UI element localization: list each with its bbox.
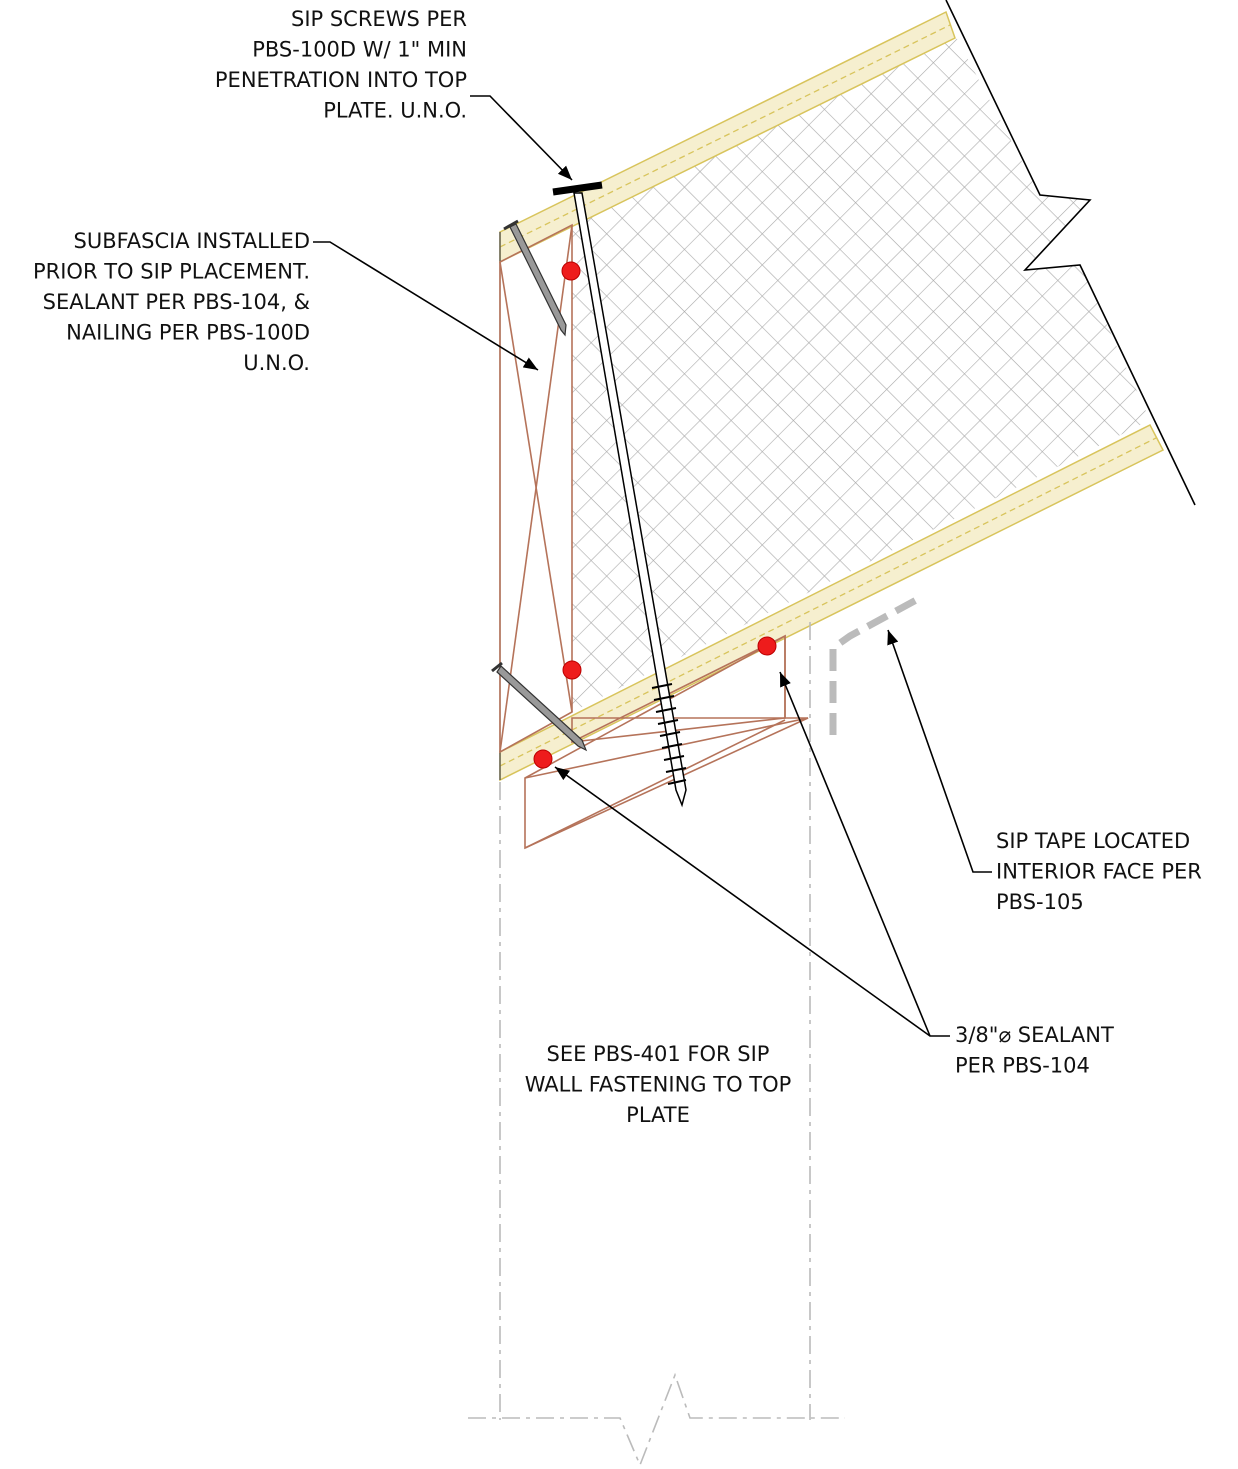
label-line: SEE PBS-401 FOR SIP [547, 1042, 770, 1066]
subfascia [500, 225, 572, 752]
label-line: 3/8"⌀ SEALANT [955, 1023, 1114, 1047]
leader-line [313, 242, 538, 370]
label-line: WALL FASTENING TO TOP [525, 1073, 792, 1097]
label-line: PLATE. U.N.O. [323, 99, 467, 123]
label-line: PLATE [626, 1103, 690, 1127]
detail-drawing: SIP SCREWS PER PBS-100D W/ 1" MIN PENETRAT… [0, 0, 1238, 1469]
label-line: SIP SCREWS PER [291, 7, 467, 31]
label-line: SEALANT PER PBS-104, & [43, 290, 310, 314]
label-line: SIP TAPE LOCATED [996, 829, 1190, 853]
label-line: PBS-105 [996, 890, 1084, 914]
label-line: INTERIOR FACE PER [996, 860, 1202, 884]
leader-line [470, 96, 572, 180]
label-line: SUBFASCIA INSTALLED [74, 229, 311, 253]
leader-line [888, 630, 992, 872]
label-line: PBS-100D W/ 1" MIN [252, 38, 467, 62]
label-line: PER PBS-104 [955, 1054, 1090, 1078]
label-line: NAILING PER PBS-100D [66, 321, 310, 345]
label-line: PRIOR TO SIP PLACEMENT. [33, 260, 310, 284]
label-line: U.N.O. [243, 351, 310, 375]
sip-tape [833, 598, 920, 735]
foam-core [572, 35, 1150, 712]
label-line: PENETRATION INTO TOP [215, 68, 467, 92]
